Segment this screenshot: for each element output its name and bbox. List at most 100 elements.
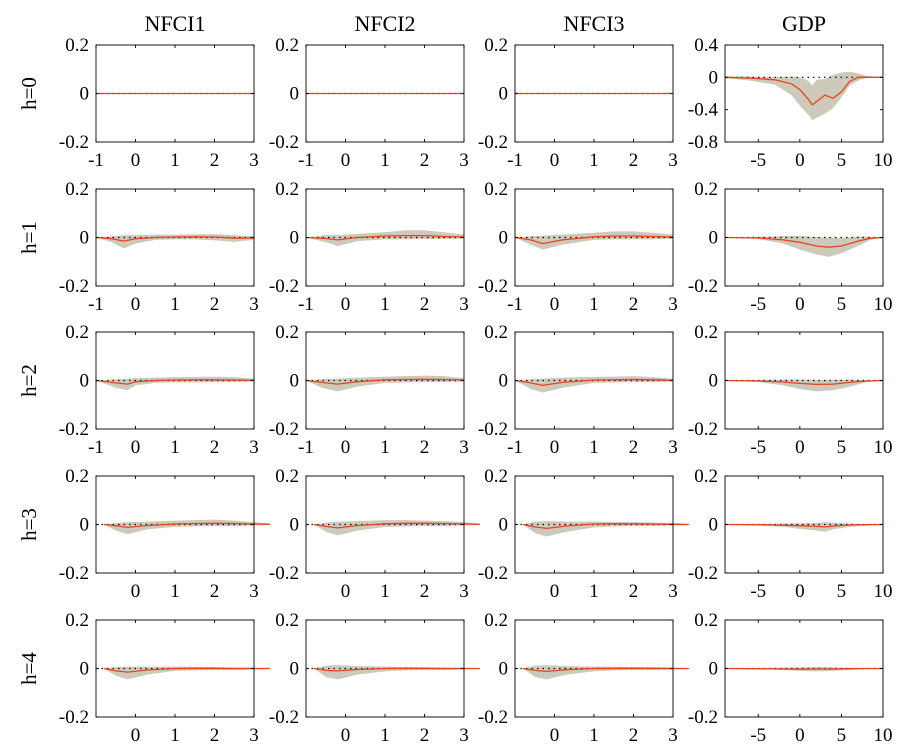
x-tick-label: 2 bbox=[210, 581, 220, 602]
x-tick-label: 2 bbox=[629, 294, 639, 315]
x-tick-label: 5 bbox=[837, 437, 847, 458]
x-tick-label: 2 bbox=[210, 725, 220, 746]
y-tick-label: 0 bbox=[499, 371, 509, 392]
y-tick-label: -0.2 bbox=[478, 276, 508, 297]
y-tick-label: 0.2 bbox=[694, 610, 718, 631]
y-tick-label: 0 bbox=[499, 84, 509, 105]
y-tick-label: 0.2 bbox=[484, 466, 508, 487]
x-tick-label: 1 bbox=[380, 294, 390, 315]
column-title-nfci2: NFCI2 bbox=[354, 11, 415, 36]
y-tick-label: 0 bbox=[709, 228, 719, 249]
y-tick-label: -0.2 bbox=[688, 276, 718, 297]
x-tick-label: 1 bbox=[380, 437, 390, 458]
irf-estimate-line bbox=[724, 236, 884, 248]
x-tick-label: 1 bbox=[380, 150, 390, 171]
x-tick-label: 3 bbox=[249, 725, 259, 746]
confidence-band bbox=[725, 522, 883, 532]
x-tick-label: -5 bbox=[750, 725, 766, 746]
y-tick-label: 0 bbox=[709, 67, 719, 88]
x-tick-label: 2 bbox=[629, 581, 639, 602]
y-tick-label: 0 bbox=[499, 515, 509, 536]
x-tick-label: 5 bbox=[837, 294, 847, 315]
x-tick-label: 10 bbox=[874, 725, 893, 746]
x-tick-label: 0 bbox=[341, 437, 351, 458]
x-tick-label: 1 bbox=[589, 294, 599, 315]
x-tick-label: 3 bbox=[668, 725, 678, 746]
x-tick-label: 0 bbox=[795, 294, 805, 315]
x-tick-label: 0 bbox=[550, 725, 560, 746]
x-tick-label: 5 bbox=[837, 150, 847, 171]
confidence-band bbox=[725, 236, 883, 257]
irf-estimate-line bbox=[305, 378, 465, 385]
x-tick-label: 3 bbox=[668, 437, 678, 458]
x-tick-label: 2 bbox=[629, 437, 639, 458]
y-tick-label: -0.8 bbox=[688, 132, 718, 153]
y-tick-label: 0.2 bbox=[484, 610, 508, 631]
x-tick-label: 0 bbox=[131, 581, 141, 602]
y-tick-label: -0.2 bbox=[269, 563, 299, 584]
x-tick-label: 1 bbox=[170, 294, 180, 315]
y-tick-label: 0.2 bbox=[484, 35, 508, 56]
y-tick-label: 0 bbox=[80, 515, 90, 536]
x-tick-label: 0 bbox=[131, 150, 141, 171]
x-tick-label: 3 bbox=[668, 294, 678, 315]
y-tick-label: 0 bbox=[709, 371, 719, 392]
x-tick-label: -1 bbox=[298, 150, 314, 171]
x-tick-label: 3 bbox=[249, 294, 259, 315]
y-tick-label: 0 bbox=[80, 371, 90, 392]
y-tick-label: 0 bbox=[80, 84, 90, 105]
x-tick-label: 3 bbox=[249, 150, 259, 171]
x-tick-label: -5 bbox=[750, 437, 766, 458]
column-title-gdp: GDP bbox=[782, 11, 826, 36]
x-tick-label: 1 bbox=[170, 437, 180, 458]
y-tick-label: -0.2 bbox=[478, 707, 508, 728]
x-tick-label: 0 bbox=[341, 725, 351, 746]
x-tick-label: 1 bbox=[380, 725, 390, 746]
confidence-band bbox=[522, 665, 689, 680]
irf-estimate-line bbox=[522, 667, 689, 673]
panel-frame bbox=[724, 44, 884, 143]
x-tick-label: 0 bbox=[131, 437, 141, 458]
irf-estimate-line bbox=[522, 523, 689, 530]
irf-estimate-line bbox=[103, 522, 270, 529]
x-tick-label: 1 bbox=[589, 437, 599, 458]
y-tick-label: 0.2 bbox=[694, 179, 718, 200]
y-tick-label: 0.2 bbox=[275, 35, 299, 56]
y-tick-label: -0.2 bbox=[269, 276, 299, 297]
irf-estimate-line bbox=[313, 667, 480, 672]
y-tick-label: -0.2 bbox=[59, 563, 89, 584]
x-tick-label: 0 bbox=[341, 150, 351, 171]
x-tick-label: 5 bbox=[837, 581, 847, 602]
x-tick-label: 1 bbox=[589, 725, 599, 746]
x-tick-label: 2 bbox=[420, 294, 430, 315]
y-tick-label: -0.2 bbox=[59, 419, 89, 440]
x-tick-label: 3 bbox=[668, 150, 678, 171]
y-tick-label: 0 bbox=[80, 659, 90, 680]
irf-estimate-line bbox=[313, 522, 480, 529]
confidence-band bbox=[725, 71, 883, 121]
x-tick-label: 0 bbox=[795, 437, 805, 458]
y-tick-label: -0.4 bbox=[688, 100, 719, 121]
irf-estimate-line bbox=[724, 76, 883, 106]
y-tick-label: 0.2 bbox=[694, 466, 718, 487]
y-tick-label: 0 bbox=[80, 228, 90, 249]
row-label-h=4: h=4 bbox=[17, 652, 41, 685]
column-title-nfci1: NFCI1 bbox=[144, 11, 205, 36]
row-label-h=2: h=2 bbox=[17, 364, 41, 397]
irf-estimate-line bbox=[103, 667, 270, 673]
y-tick-label: -0.2 bbox=[478, 563, 508, 584]
y-tick-label: -0.2 bbox=[59, 276, 89, 297]
x-tick-label: -5 bbox=[750, 581, 766, 602]
x-tick-label: 0 bbox=[550, 294, 560, 315]
x-tick-label: 1 bbox=[380, 581, 390, 602]
x-tick-label: -1 bbox=[88, 437, 104, 458]
x-tick-label: 2 bbox=[210, 150, 220, 171]
y-tick-label: -0.2 bbox=[59, 132, 89, 153]
y-tick-label: 0.2 bbox=[484, 322, 508, 343]
x-tick-label: -5 bbox=[750, 150, 766, 171]
y-tick-label: -0.2 bbox=[269, 419, 299, 440]
irf-estimate-line bbox=[514, 378, 674, 387]
x-tick-label: 10 bbox=[874, 294, 893, 315]
x-tick-label: 10 bbox=[874, 581, 893, 602]
x-tick-label: -1 bbox=[298, 437, 314, 458]
